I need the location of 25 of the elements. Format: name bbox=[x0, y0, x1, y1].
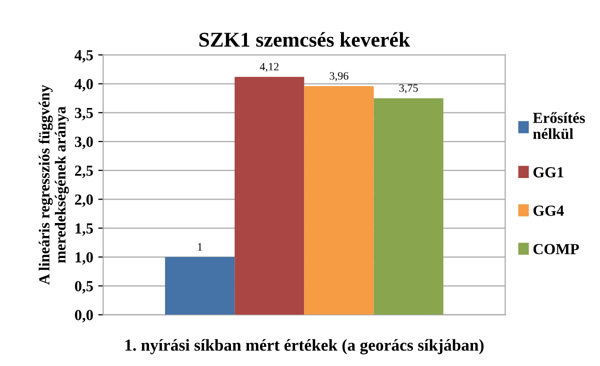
data-label: 3,75 bbox=[399, 84, 418, 94]
y-tick-label: 3,0 bbox=[74, 136, 93, 150]
x-axis-title: 1. nyírási síkban mért értékek (a georács síkjában) bbox=[125, 339, 484, 354]
y-tick-label: 4,5 bbox=[74, 50, 93, 63]
y-tick-label: 2,0 bbox=[75, 194, 93, 207]
y-tick-label: 0,5 bbox=[74, 281, 93, 294]
data-label: 1 bbox=[198, 243, 202, 250]
bar bbox=[234, 76, 304, 315]
legend-label: COMP bbox=[533, 244, 579, 254]
y-tick-label: 4,0 bbox=[74, 78, 93, 92]
y-axis-title: A lineáris regressziós függvény meredekségének aránya bbox=[38, 84, 69, 285]
data-label: 3,96 bbox=[330, 72, 348, 82]
legend-label: GG1 bbox=[533, 167, 564, 178]
bar bbox=[304, 86, 374, 315]
y-tick-label: 3,5 bbox=[74, 108, 93, 120]
y-tick-label: 0,0 bbox=[74, 310, 93, 322]
bar bbox=[374, 98, 444, 315]
bar bbox=[165, 257, 235, 315]
chart-title: SZK1 szemcsés keverék bbox=[199, 32, 410, 47]
legend-label: Erősítés nélkül bbox=[532, 112, 585, 140]
y-tick-label: 1,0 bbox=[76, 252, 93, 265]
y-tick-label: 2,5 bbox=[75, 166, 93, 178]
data-label: 4,12 bbox=[260, 62, 279, 72]
legend-label: GG4 bbox=[533, 206, 564, 216]
y-tick-label: 1,5 bbox=[76, 223, 93, 236]
